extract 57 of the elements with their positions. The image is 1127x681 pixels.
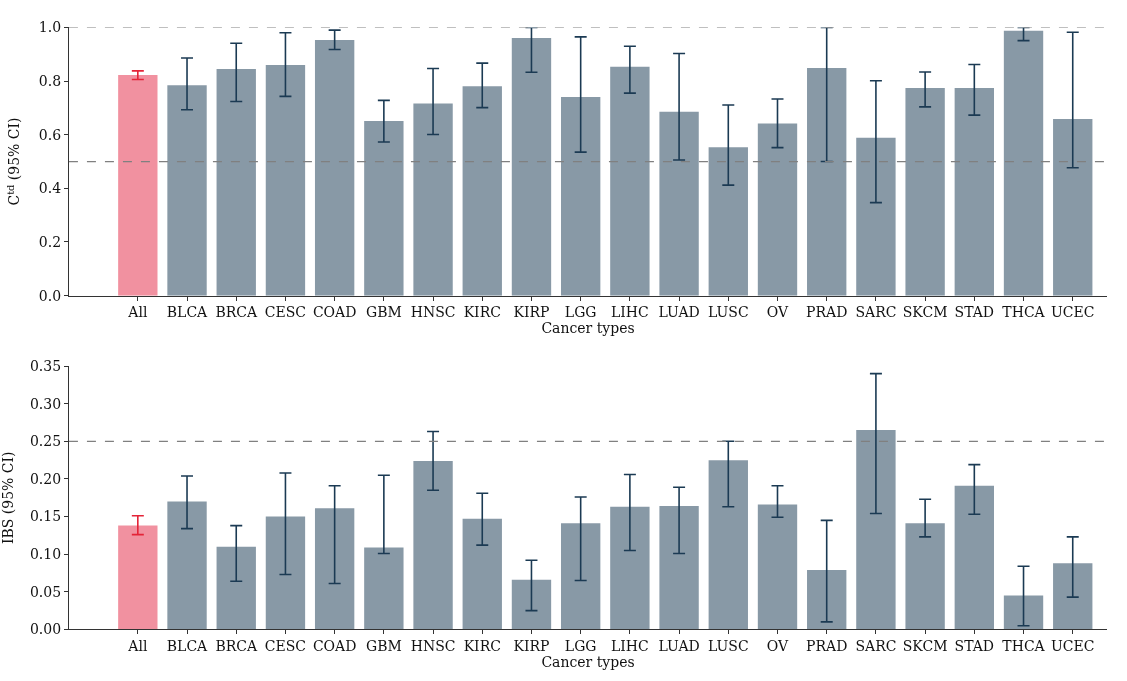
x-tick-label: CESC — [264, 638, 307, 655]
y-tick-label: 0.6 — [38, 126, 62, 143]
x-tick-label: CESC — [264, 304, 307, 321]
x-tick-label: GBM — [365, 638, 402, 655]
x-tick-label: SARC — [855, 638, 897, 655]
x-tick-label: All — [127, 638, 148, 655]
y-tick-label: 0.30 — [29, 395, 62, 412]
x-axis-title: Cancer types — [541, 320, 635, 337]
x-tick-label: BLCA — [166, 304, 209, 321]
x-tick-label: OV — [766, 304, 790, 321]
x-tick-label: KIRP — [513, 638, 550, 655]
x-tick-label: UCEC — [1051, 638, 1095, 655]
x-axis-title: Cancer types — [541, 654, 635, 671]
y-tick-label: 0.4 — [38, 180, 62, 197]
x-tick-label: PRAD — [806, 638, 848, 655]
x-tick-label: LIHC — [611, 638, 649, 655]
x-tick-label: GBM — [365, 304, 402, 321]
y-tick-label: 0.15 — [29, 508, 62, 525]
x-tick-label: LUSC — [707, 638, 749, 655]
y-tick-label: 0.05 — [29, 583, 62, 600]
x-tick-label: OV — [766, 638, 790, 655]
y-tick-label: 0.35 — [29, 357, 62, 374]
x-tick-label: COAD — [312, 304, 357, 321]
x-tick-label: LGG — [564, 638, 597, 655]
x-tick-label: LUAD — [658, 638, 700, 655]
y-tick-label: 0.20 — [29, 470, 62, 487]
x-tick-label: LUAD — [658, 304, 700, 321]
y-tick-label: 1.0 — [38, 19, 62, 36]
x-tick-label: SARC — [855, 304, 897, 321]
x-tick-label: LUSC — [707, 304, 749, 321]
x-tick-label: BLCA — [166, 638, 209, 655]
x-tick-label: LGG — [564, 304, 597, 321]
x-tick-label: KIRP — [513, 304, 550, 321]
x-tick-label: LIHC — [611, 304, 649, 321]
x-tick-label: STAD — [954, 638, 995, 655]
y-tick-label: 0.8 — [38, 72, 62, 89]
y-axis-title: IBS (95% CI) — [0, 451, 16, 545]
x-tick-label: THCA — [1002, 638, 1046, 655]
x-tick-label: THCA — [1002, 304, 1046, 321]
x-tick-label: UCEC — [1051, 304, 1095, 321]
y-tick-label: 0.2 — [38, 233, 62, 250]
x-tick-label: BRCA — [215, 638, 258, 655]
y-tick-label: 0.00 — [29, 621, 62, 638]
x-tick-label: All — [127, 304, 148, 321]
x-tick-label: SKCM — [902, 304, 948, 321]
x-tick-label: HNSC — [410, 638, 456, 655]
y-tick-label: 0.25 — [29, 433, 62, 450]
x-tick-label: BRCA — [215, 304, 258, 321]
x-tick-label: STAD — [954, 304, 995, 321]
x-tick-label: PRAD — [806, 304, 848, 321]
y-tick-label: 0.0 — [38, 287, 62, 304]
x-tick-label: SKCM — [902, 638, 948, 655]
x-tick-label: COAD — [312, 638, 357, 655]
x-tick-label: KIRC — [463, 304, 501, 321]
x-tick-label: HNSC — [410, 304, 456, 321]
x-tick-label: KIRC — [463, 638, 501, 655]
y-tick-label: 0.10 — [29, 546, 62, 563]
